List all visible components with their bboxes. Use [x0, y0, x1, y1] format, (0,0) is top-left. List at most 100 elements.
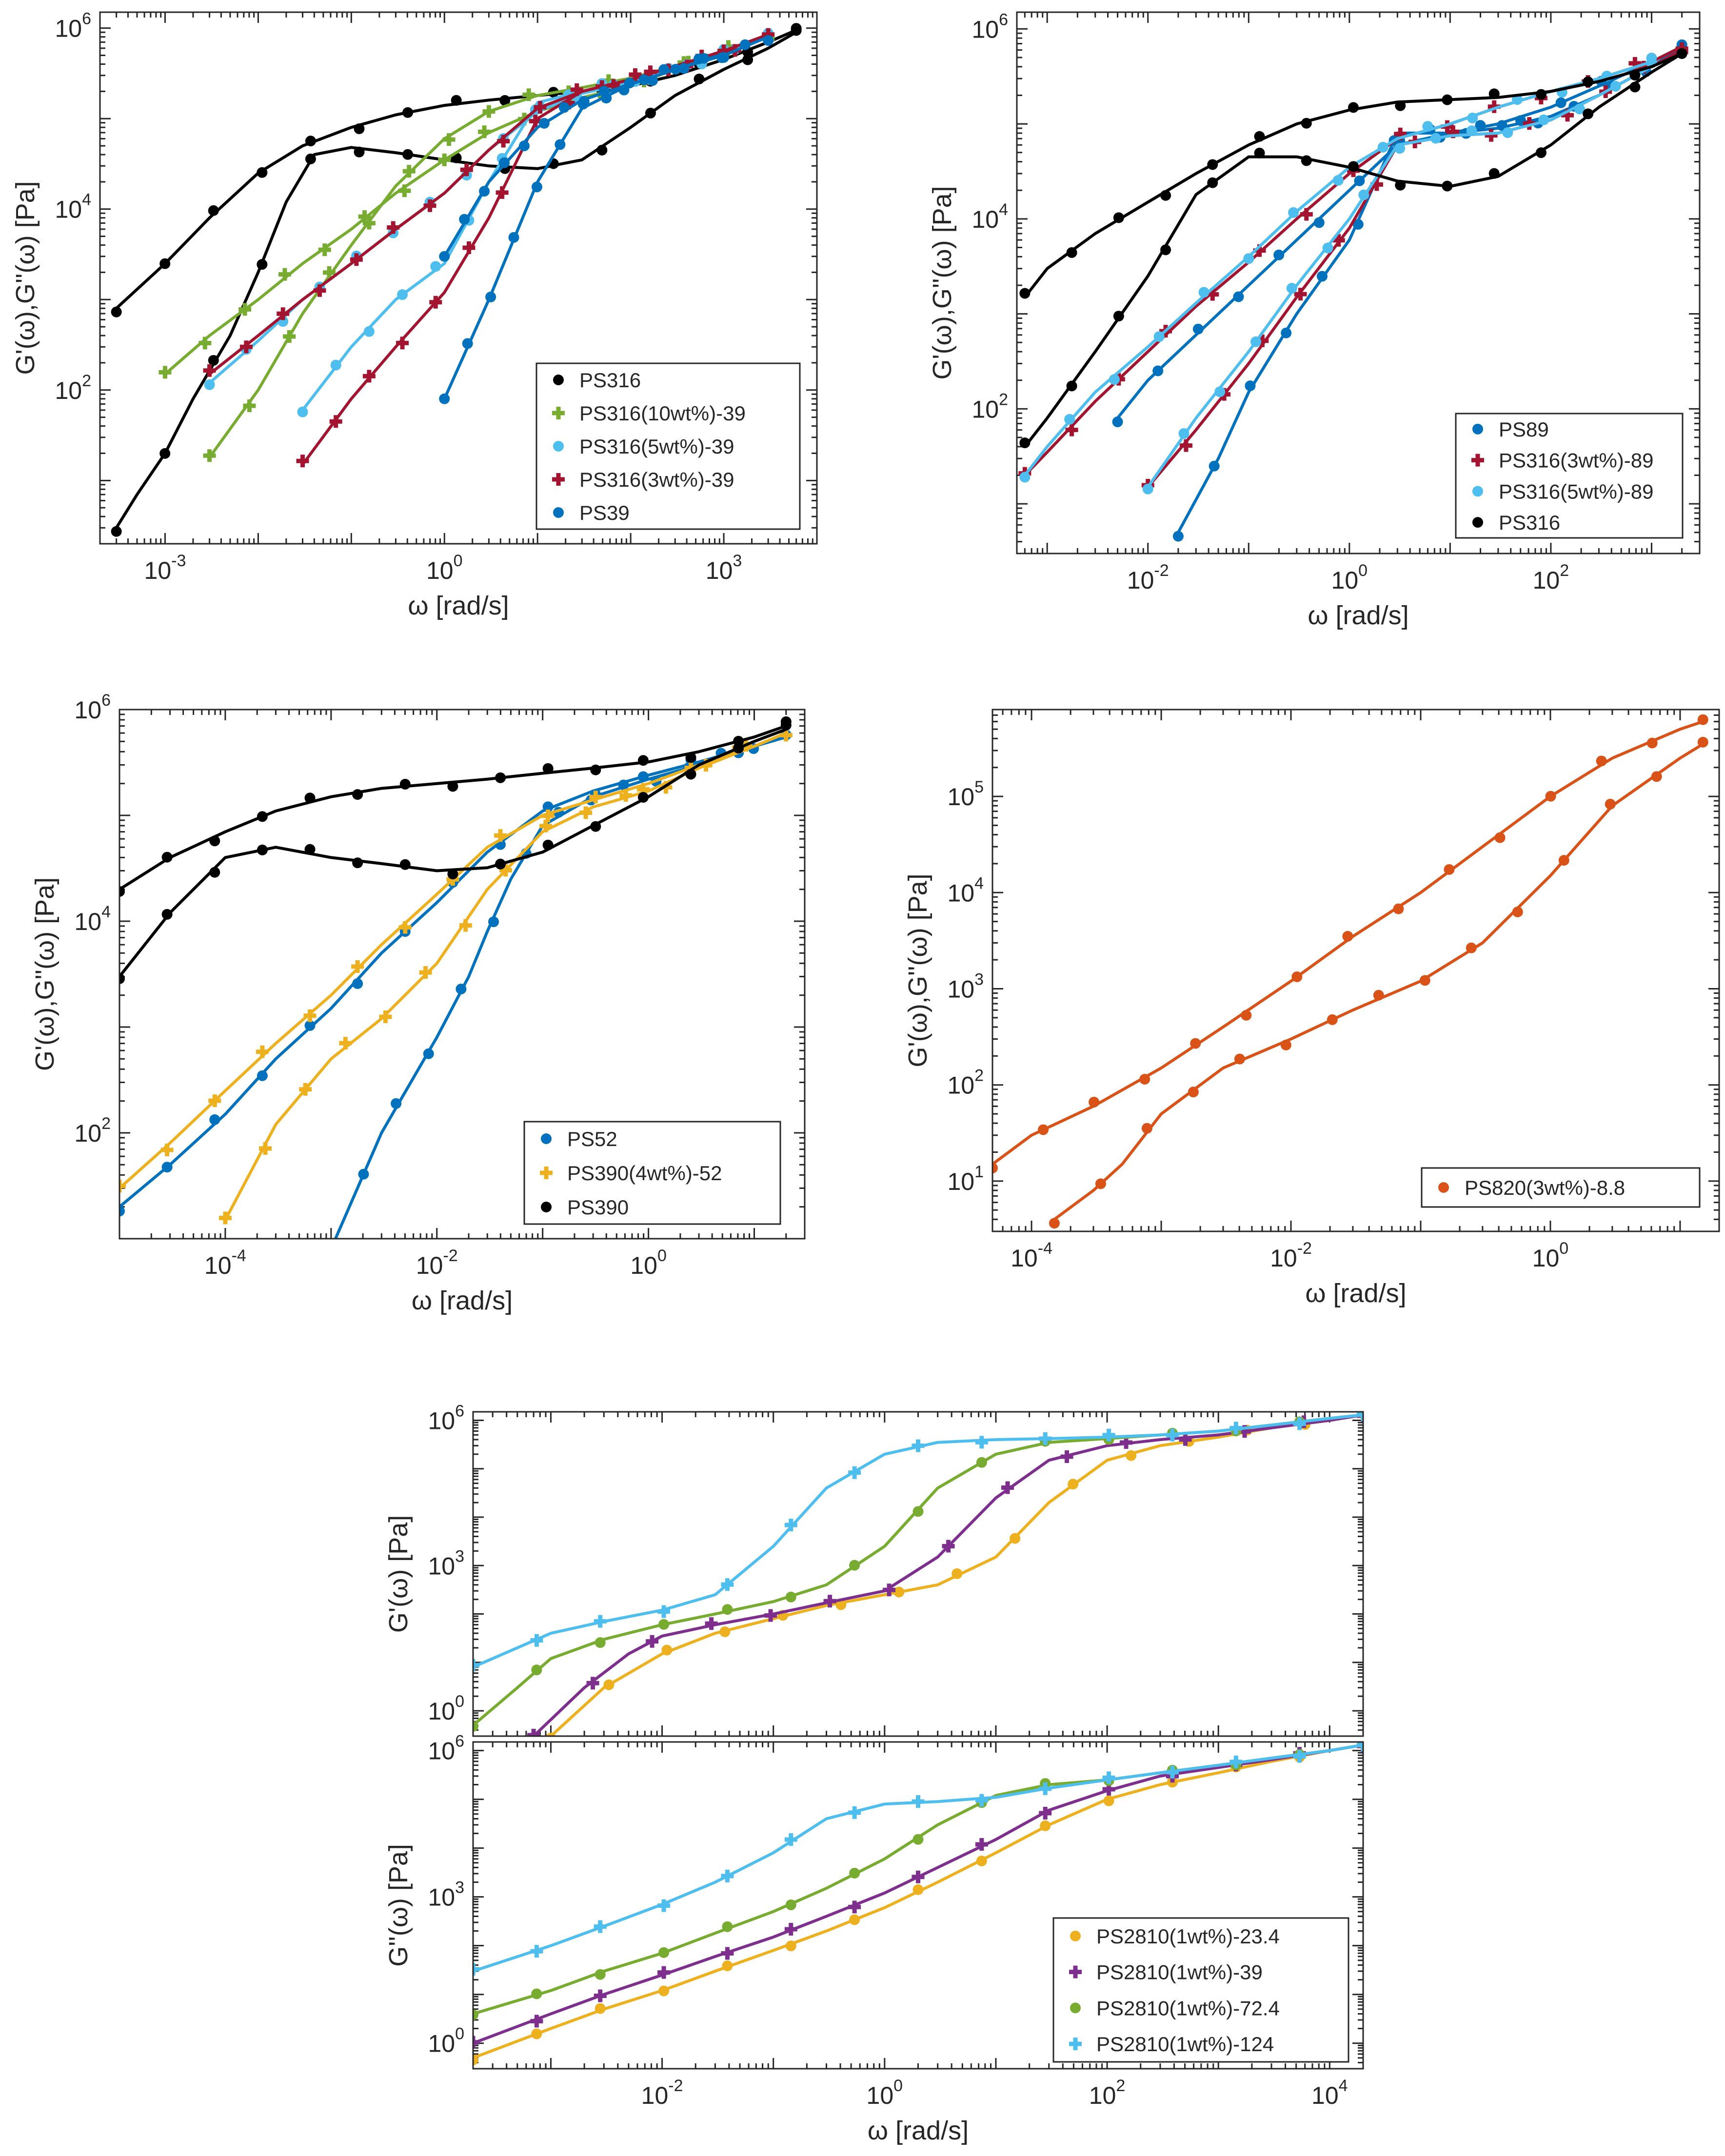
- series-group: [1018, 39, 1688, 542]
- legend-entry-label: PS316(5wt%)-39: [579, 435, 734, 458]
- marker-dot: [590, 821, 601, 832]
- legend-entry-label: PS52: [567, 1127, 617, 1150]
- x-tick-label: 10-2: [1270, 1239, 1312, 1272]
- marker-dot: [835, 1599, 847, 1610]
- marker-dot: [546, 1732, 556, 1736]
- marker-dot: [1430, 133, 1441, 144]
- marker-dot: [1198, 287, 1209, 298]
- marker-dot: [305, 153, 316, 164]
- plot-frame: [991, 709, 1720, 1232]
- marker-dot: [1070, 1930, 1081, 1941]
- marker-dot: [542, 801, 554, 812]
- marker-plus: [589, 791, 602, 804]
- marker-dot: [538, 118, 550, 129]
- marker-dot: [430, 261, 441, 272]
- marker-dot: [1574, 103, 1585, 115]
- marker-dot: [637, 792, 649, 803]
- marker-plus: [1102, 1428, 1115, 1442]
- marker-plus: [1179, 439, 1192, 452]
- marker-dot: [1538, 114, 1549, 125]
- marker-plus: [646, 1635, 659, 1648]
- plot-area: [992, 710, 1719, 1231]
- x-axis-label: ω [rad/s]: [1308, 601, 1408, 630]
- marker-plus: [1300, 208, 1313, 221]
- marker-dot: [1422, 121, 1433, 132]
- marker-dot: [542, 839, 554, 851]
- marker-plus: [351, 960, 364, 973]
- marker-dot: [1535, 89, 1547, 100]
- marker-plus: [358, 210, 371, 223]
- y-tick-mantissa: 10: [947, 783, 974, 811]
- marker-dot: [1332, 175, 1344, 186]
- marker-dot: [1019, 288, 1031, 299]
- y-tick-mantissa: 10: [947, 1072, 974, 1099]
- marker-plus: [243, 399, 256, 413]
- marker-dot: [1395, 179, 1406, 191]
- marker-dot: [473, 2054, 478, 2065]
- plot-frame: [472, 1741, 1364, 2070]
- marker-dot: [719, 1626, 731, 1638]
- marker-dot: [542, 763, 554, 774]
- marker-dot: [553, 507, 564, 518]
- marker-dot: [1466, 942, 1477, 953]
- marker-plus: [442, 133, 456, 146]
- y-tick-exponent: 3: [974, 970, 984, 989]
- marker-dot: [161, 851, 173, 863]
- marker-dot: [952, 1568, 963, 1579]
- marker-plus: [460, 163, 473, 177]
- marker-dot: [638, 74, 650, 85]
- y-tick-label: 106: [428, 1732, 464, 1765]
- legend-box: [535, 362, 801, 530]
- y-axis-label: G'(ω),G''(ω) [Pa]: [11, 181, 40, 375]
- marker-plus: [579, 806, 593, 819]
- marker-dot: [1126, 1450, 1137, 1461]
- marker-plus: [402, 165, 416, 178]
- marker-dot: [1512, 907, 1523, 918]
- marker-plus: [942, 1540, 955, 1553]
- marker-dot: [330, 359, 341, 371]
- marker-plus: [323, 266, 336, 279]
- marker-plus: [883, 1583, 896, 1597]
- y-tick-exponent: 3: [455, 1547, 464, 1565]
- marker-plus: [499, 864, 512, 877]
- marker-dot: [209, 1114, 220, 1125]
- marker-dot: [658, 64, 670, 75]
- series-line-1-gp: [115, 31, 797, 529]
- marker-dot: [508, 232, 519, 243]
- marker-dot: [1442, 180, 1453, 192]
- marker-dot: [785, 1591, 796, 1602]
- marker-plus: [462, 241, 476, 254]
- marker-dot: [204, 379, 215, 390]
- y-tick-label: 102: [947, 1067, 984, 1099]
- legend-box: [1455, 413, 1684, 539]
- marker-plus: [1229, 1422, 1243, 1435]
- marker-dot: [1697, 714, 1708, 725]
- marker-dot: [596, 144, 608, 156]
- marker-dot: [439, 393, 450, 404]
- x-tick-exponent: -2: [1297, 1239, 1312, 1258]
- marker-dot: [1545, 791, 1556, 802]
- marker-plus: [278, 268, 291, 281]
- marker-plus: [848, 1466, 861, 1479]
- marker-dot: [976, 1856, 987, 1867]
- y-tick-mantissa: 10: [428, 1738, 455, 1765]
- legend-entry-label: PS316: [1499, 511, 1560, 534]
- marker-dot: [439, 251, 450, 262]
- x-tick-exponent: -3: [171, 552, 186, 570]
- marker-dot: [1348, 102, 1359, 113]
- x-tick-label: 102: [1089, 2077, 1126, 2109]
- y-tick-label: 105: [947, 778, 984, 811]
- marker-dot: [1286, 283, 1297, 294]
- y-tick-mantissa: 10: [972, 16, 999, 43]
- marker-dot: [447, 781, 458, 792]
- marker-dot: [849, 1914, 860, 1925]
- marker-dot: [595, 2003, 606, 2014]
- legend-entry-label: PS390(4wt%)-52: [567, 1162, 722, 1185]
- series-group: [992, 714, 1708, 1229]
- marker-dot: [1095, 1178, 1106, 1189]
- marker-plus: [527, 1729, 540, 1736]
- marker-plus: [784, 1519, 797, 1532]
- x-tick-label: 100: [1331, 561, 1368, 594]
- marker-dot: [1352, 219, 1364, 230]
